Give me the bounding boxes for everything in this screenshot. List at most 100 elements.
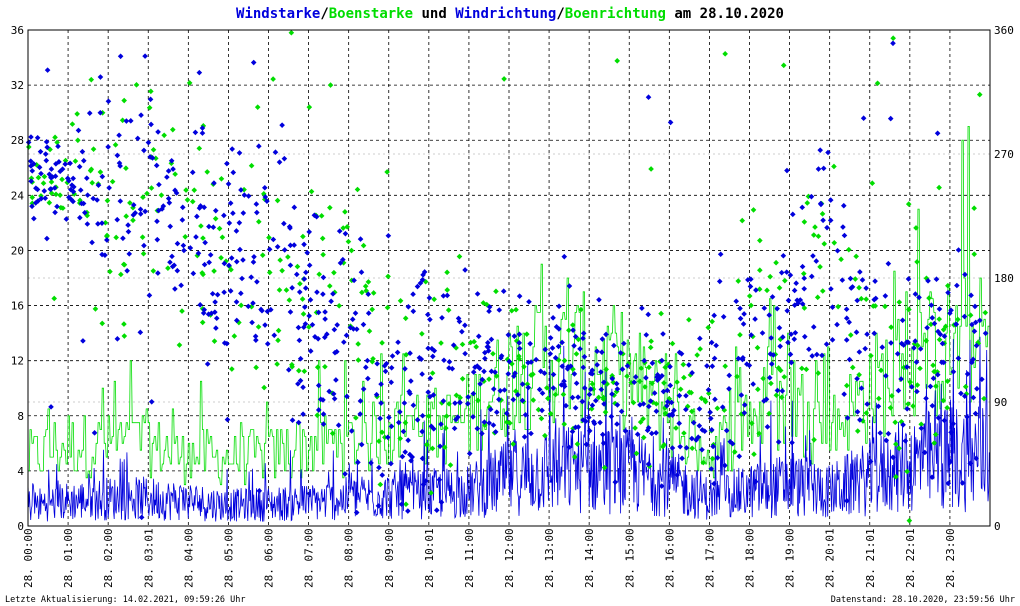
direction-point [683, 392, 689, 399]
direction-point [77, 197, 83, 204]
direction-point [342, 471, 348, 477]
direction-point [486, 420, 493, 426]
direction-point [945, 282, 951, 289]
direction-point [231, 333, 238, 339]
direction-point [955, 247, 962, 253]
direction-point [141, 147, 147, 154]
direction-point [348, 428, 355, 434]
direction-point [583, 441, 590, 448]
direction-point [508, 307, 515, 314]
direction-point [486, 376, 492, 382]
direction-point [25, 139, 32, 146]
direction-point [296, 367, 302, 374]
direction-point [457, 399, 463, 406]
direction-point [226, 220, 233, 226]
direction-point [774, 305, 780, 312]
direction-point [299, 296, 306, 302]
x-tick-label: 28. 05:00 [222, 528, 235, 588]
direction-point [385, 232, 392, 239]
direction-point [140, 250, 147, 257]
direction-point [333, 377, 339, 383]
direction-point [309, 321, 316, 328]
direction-point [944, 378, 951, 385]
direction-point [559, 339, 565, 346]
direction-point [331, 269, 337, 276]
chart-title-part: Windstarke [236, 6, 320, 22]
direction-point [961, 393, 968, 399]
direction-point [748, 276, 754, 283]
direction-point [571, 342, 577, 349]
direction-point [388, 460, 394, 467]
direction-point [229, 366, 235, 372]
direction-point [414, 417, 421, 423]
direction-point [317, 396, 324, 403]
direction-point [75, 137, 81, 144]
direction-point [930, 375, 937, 382]
direction-point [934, 371, 941, 378]
direction-point [704, 363, 710, 369]
direction-point [360, 242, 367, 249]
direction-point [516, 345, 523, 352]
direction-point [95, 221, 101, 227]
direction-point [918, 425, 925, 432]
direction-point [778, 269, 785, 276]
direction-point [731, 449, 738, 455]
direction-point [238, 187, 244, 193]
direction-point [895, 387, 902, 394]
direction-point [581, 385, 588, 391]
direction-point [450, 342, 457, 348]
direction-point [382, 434, 388, 441]
direction-point [211, 338, 218, 344]
y-left-tick-label: 4 [17, 465, 24, 478]
direction-point [462, 322, 468, 329]
direction-point [303, 269, 309, 276]
direction-point [141, 242, 147, 249]
direction-point [314, 364, 321, 371]
direction-point [277, 257, 283, 263]
direction-point [34, 134, 41, 141]
direction-point [397, 297, 404, 304]
direction-point [384, 304, 391, 311]
direction-point [462, 267, 468, 273]
direction-point [240, 210, 247, 216]
direction-point [300, 411, 306, 417]
direction-point [268, 306, 274, 313]
direction-point [471, 338, 477, 345]
direction-point [734, 373, 740, 380]
direction-point [498, 353, 505, 359]
direction-point [560, 391, 567, 398]
direction-point [308, 188, 315, 195]
direction-point [253, 364, 259, 371]
direction-point [768, 361, 775, 367]
direction-point [370, 290, 377, 296]
direction-point [301, 368, 308, 375]
chart-title-part: Windrichtung [455, 6, 556, 22]
direction-point [279, 267, 285, 274]
direction-point [330, 391, 337, 397]
direction-point [224, 340, 230, 347]
direction-point [709, 318, 715, 325]
direction-point [43, 139, 50, 145]
direction-point [898, 376, 904, 382]
direction-point [503, 419, 510, 425]
direction-point [112, 142, 119, 148]
direction-point [159, 206, 165, 212]
direction-point [982, 330, 989, 337]
direction-point [588, 370, 594, 377]
direction-point [64, 175, 71, 182]
direction-point [775, 439, 782, 445]
direction-point [780, 252, 787, 259]
direction-point [142, 208, 148, 215]
chart-title-part: und [413, 6, 455, 22]
direction-point [113, 234, 119, 241]
direction-point [835, 303, 841, 310]
direction-point [860, 115, 867, 122]
direction-point [686, 362, 692, 368]
direction-point [213, 325, 219, 331]
direction-point [344, 224, 351, 230]
direction-point [146, 104, 153, 111]
direction-point [967, 312, 974, 319]
direction-point [470, 369, 477, 375]
x-tick-label: 28. 11:00 [463, 528, 476, 588]
direction-point [552, 391, 559, 398]
